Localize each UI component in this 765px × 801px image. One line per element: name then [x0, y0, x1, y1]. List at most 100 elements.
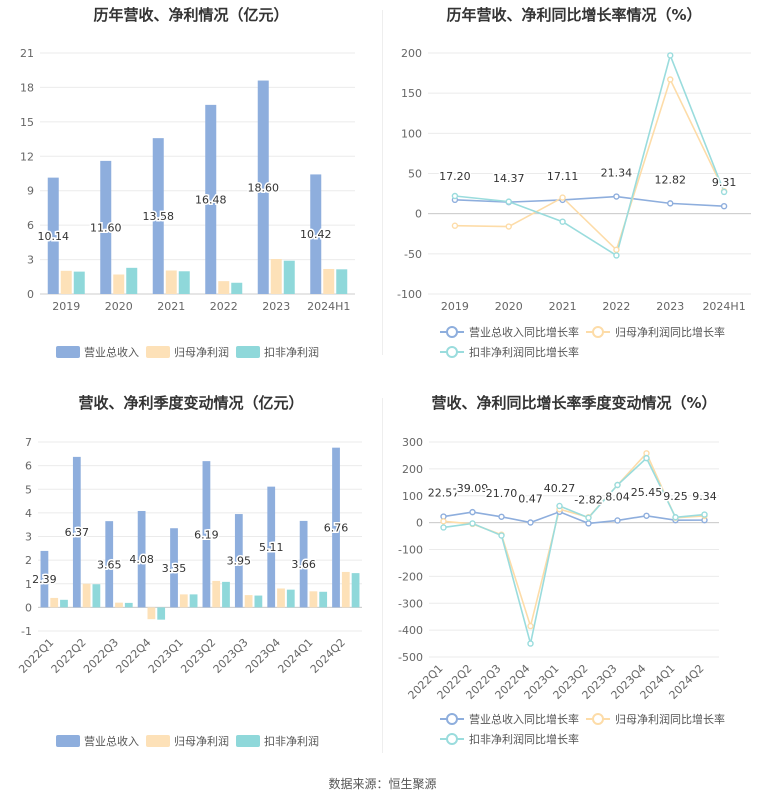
data-point — [720, 202, 728, 210]
bar — [152, 138, 164, 294]
y-tick-label: 3 — [25, 531, 32, 544]
data-label: 3.66 — [291, 558, 316, 571]
y-tick-label: 100 — [402, 490, 423, 503]
data-point — [440, 518, 447, 525]
panel-divider — [382, 398, 383, 753]
data-point — [505, 223, 512, 230]
legend-marker — [446, 733, 458, 745]
data-point — [440, 524, 447, 531]
y-tick-label: 7 — [25, 436, 32, 449]
y-tick-label: 12 — [20, 150, 34, 163]
x-tick-label: 2019 — [52, 300, 80, 313]
annual-revenue-profit-chart: 历年营收、净利情况（亿元） 0 3 6 9 12 15 18 21 2019 2020 2021 202… — [0, 0, 382, 385]
data-point — [614, 517, 621, 524]
bar — [351, 573, 360, 608]
data-label: 3.65 — [97, 558, 122, 571]
bar — [332, 447, 340, 608]
data-point — [613, 246, 620, 254]
data-label: 4.08 — [129, 553, 154, 566]
legend-label: 扣非净利润 — [264, 734, 319, 748]
data-point — [505, 198, 512, 205]
x-tick-label: 2022Q4 — [113, 636, 153, 676]
bar — [254, 595, 263, 608]
chart-svg: 历年营收、净利同比增长率情况（%） -100 -50 0 50 100 150 200 2019… — [397, 6, 751, 359]
bar — [73, 271, 85, 294]
data-point — [720, 188, 728, 196]
data-label: -2.82 — [574, 493, 602, 506]
data-label: 17.20 — [439, 170, 471, 183]
y-tick-label: 0 — [27, 288, 34, 301]
bar — [277, 588, 285, 608]
quarterly-growth-rate-chart: 营收、净利同比增长率季度变动情况（%） -500 -400 -300 -200 -100 0… — [383, 388, 765, 773]
bar — [270, 258, 282, 294]
legend-label: 归母净利润同比增长率 — [615, 712, 725, 726]
legend-marker — [592, 713, 604, 725]
data-point — [527, 519, 534, 526]
x-tick-label: 2024Q1 — [275, 636, 315, 676]
data-label: 0.47 — [518, 492, 543, 505]
y-tick-label: -1 — [21, 625, 32, 638]
bar — [165, 270, 177, 294]
data-label: 11.60 — [90, 221, 122, 234]
x-tick-label: 2023Q3 — [211, 636, 251, 676]
legend-swatch — [56, 735, 80, 747]
x-tick-label: 2022Q2 — [49, 636, 89, 676]
data-point — [527, 640, 534, 647]
data-label: 5.11 — [259, 541, 284, 554]
legend-swatch — [146, 735, 170, 747]
x-tick-label: 2020 — [495, 300, 523, 313]
bar — [244, 595, 253, 608]
bar — [60, 270, 72, 294]
bar — [157, 607, 166, 620]
bar — [319, 591, 328, 608]
bar — [267, 486, 276, 608]
chart-svg: 营收、净利同比增长率季度变动情况（%） -500 -400 -300 -200 -100 0… — [398, 394, 725, 746]
y-tick-label: 6 — [25, 460, 32, 473]
y-tick-label: 200 — [402, 463, 423, 476]
data-source-note: 数据来源：恒生聚源 — [328, 777, 437, 791]
bar — [218, 281, 230, 294]
data-label: 18.60 — [248, 181, 280, 194]
bar — [205, 104, 217, 295]
legend-label: 归母净利润 — [174, 734, 229, 748]
chart-svg: 营收、净利季度变动情况（亿元）-1012345672022Q12022Q2202… — [16, 394, 362, 748]
bar — [189, 594, 198, 608]
y-tick-label: 21 — [20, 47, 34, 60]
chart-title: 营收、净利季度变动情况（亿元） — [78, 394, 303, 412]
annual-growth-rate-chart: 历年营收、净利同比增长率情况（%） -100 -50 0 50 100 150 200 2019… — [383, 0, 765, 385]
legend-swatch — [236, 735, 260, 747]
x-tick-label: 2021 — [549, 300, 577, 313]
data-label: 3.95 — [227, 555, 252, 568]
y-tick-label: 3 — [27, 254, 34, 267]
y-tick-label: -200 — [398, 570, 423, 583]
data-label: 21.70 — [486, 487, 518, 500]
chart-svg: 历年营收、净利情况（亿元） 0 3 6 9 12 15 18 21 2019 2020 2021 202… — [20, 6, 355, 359]
y-tick-label: -100 — [397, 288, 422, 301]
legend-label: 扣非净利润 — [264, 345, 319, 359]
x-tick-label: 2022Q3 — [81, 636, 121, 676]
y-tick-label: 6 — [27, 219, 34, 232]
bar — [137, 510, 146, 608]
y-tick-label: 15 — [20, 116, 34, 129]
legend-marker — [446, 326, 458, 338]
legend-label: 营业总收入同比增长率 — [469, 712, 579, 726]
bar — [115, 602, 123, 608]
legend-label: 归母净利润同比增长率 — [615, 325, 725, 339]
x-tick-label: 2023 — [262, 300, 290, 313]
bar — [40, 550, 49, 608]
x-tick-label: 2024H1 — [702, 300, 745, 313]
legend-label: 归母净利润 — [174, 345, 229, 359]
data-label: 8.04 — [605, 490, 630, 503]
legend-label: 扣非净利润同比增长率 — [469, 345, 579, 359]
bar — [212, 580, 221, 608]
bar — [72, 456, 81, 608]
data-label: 21.34 — [601, 167, 633, 180]
bar — [105, 521, 114, 608]
y-tick-label: -100 — [398, 544, 423, 557]
x-tick-label: 2023Q2 — [178, 636, 218, 676]
chart-title: 营收、净利同比增长率季度变动情况（%） — [431, 394, 716, 412]
data-label: 10.14 — [38, 230, 70, 243]
data-label: 6.19 — [194, 528, 219, 541]
y-tick-label: -400 — [398, 624, 423, 637]
legend-label: 营业总收入同比增长率 — [469, 325, 579, 339]
